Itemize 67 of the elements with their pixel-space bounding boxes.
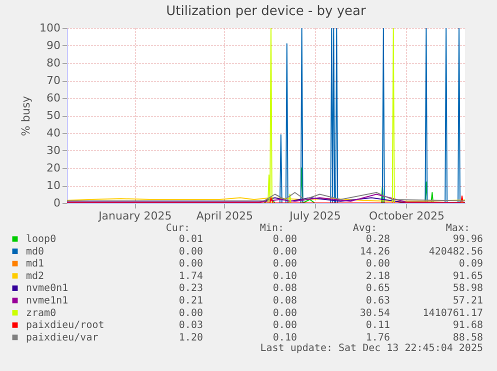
- text: Cur:: [166, 223, 190, 234]
- text: 0.00: [272, 246, 297, 258]
- text: 0.09: [458, 258, 483, 270]
- x-tick-label: January 2025: [98, 210, 172, 222]
- text: 57.21: [452, 296, 483, 306]
- legend-label: nvme0n1: [26, 283, 68, 294]
- text: 0.21: [178, 296, 203, 306]
- y-tick-label: 60: [46, 92, 60, 104]
- text: 2.18: [366, 270, 390, 282]
- legend-label: loop0: [26, 234, 56, 245]
- text: 0.00: [272, 234, 297, 245]
- text: 91.65: [452, 270, 483, 282]
- legend-label: paixdieu/var: [26, 332, 98, 344]
- text: 0.00: [272, 308, 297, 319]
- legend-label: paixdieu/root: [26, 320, 104, 332]
- text: 58.98: [452, 283, 483, 294]
- text: Max:: [446, 223, 470, 234]
- y-tick-label: 50: [46, 109, 60, 122]
- text: 88.58: [452, 332, 483, 344]
- text: 0.10: [272, 270, 297, 282]
- text: 91.68: [452, 320, 483, 332]
- y-tick-label: 90: [46, 39, 60, 52]
- y-tick-label: 100: [40, 22, 60, 34]
- legend-label: md1: [26, 258, 44, 270]
- y-tick-label: 80: [46, 56, 60, 70]
- text: 1.20: [178, 332, 203, 344]
- x-tick-label: April 2025: [196, 210, 254, 222]
- text: 0.08: [272, 283, 297, 294]
- text: 30.54: [360, 308, 390, 319]
- text: 0.11: [366, 320, 390, 332]
- y-tick-label: 40: [46, 126, 60, 140]
- text: 0.00: [178, 258, 203, 270]
- legend-label: md2: [26, 270, 44, 282]
- y-tick-label: 20: [46, 162, 60, 174]
- legend-label: md0: [26, 246, 44, 258]
- text: 0.03: [178, 320, 203, 332]
- x-tick-label: October 2025: [369, 210, 445, 222]
- text: 0.63: [366, 296, 390, 306]
- text: 1410761.17: [422, 308, 483, 319]
- chart-title: Utilization per device - by year: [166, 4, 367, 19]
- text: 0.23: [178, 283, 203, 294]
- text: 0.00: [272, 258, 297, 270]
- text: 14.26: [360, 246, 390, 258]
- text: 0.01: [178, 234, 203, 245]
- y-tick-label: 0: [54, 196, 60, 210]
- text: 0.08: [272, 296, 297, 306]
- text: Avg:: [352, 223, 377, 234]
- text: 0.00: [366, 258, 390, 270]
- text: 1.74: [178, 270, 203, 282]
- legend-label: nvme1n1: [26, 296, 68, 306]
- y-tick-label: 70: [46, 74, 60, 87]
- y-axis-title: % busy: [20, 95, 33, 136]
- text: 1.76: [366, 332, 390, 344]
- text: Last update: Sat Dec 13 22:45:04 2025: [260, 343, 483, 354]
- x-tick-label: July 2025: [288, 210, 341, 222]
- y-tick-label: 10: [46, 179, 60, 192]
- text: 99.96: [452, 234, 483, 245]
- text: 0.65: [366, 283, 390, 294]
- text: 0.28: [366, 234, 390, 245]
- legend-label: zram0: [26, 308, 56, 319]
- text: 0.00: [178, 308, 203, 319]
- text: 0.00: [178, 246, 203, 258]
- text: Min:: [260, 223, 284, 234]
- text: 0.00: [272, 320, 297, 332]
- text: 420482.56: [428, 246, 483, 258]
- text: 0.10: [272, 332, 297, 344]
- y-tick-label: 30: [46, 144, 60, 157]
